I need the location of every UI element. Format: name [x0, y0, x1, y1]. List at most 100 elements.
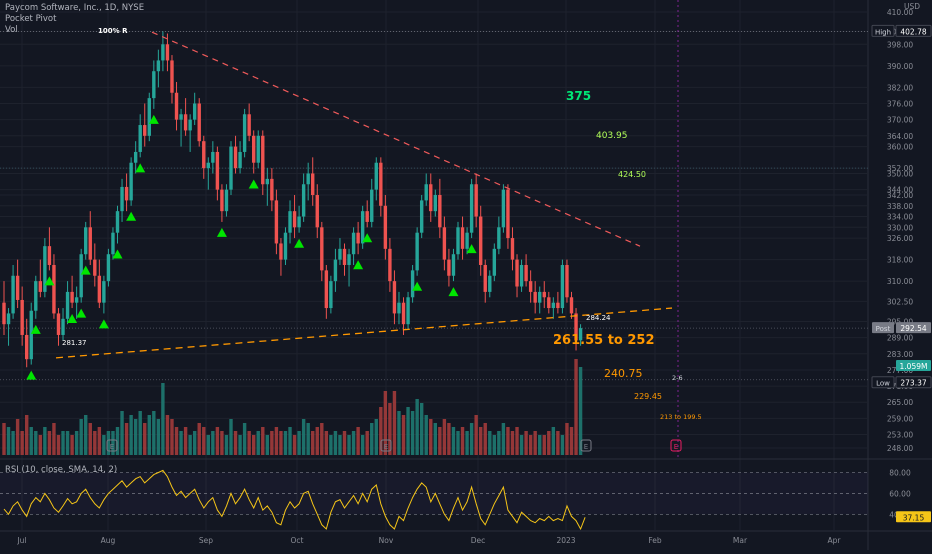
candle-body	[70, 291, 74, 303]
candle-body	[560, 264, 565, 309]
pocket-pivot-marker	[67, 314, 78, 324]
volume-bar	[447, 423, 451, 455]
candle-body	[6, 313, 11, 325]
pocket-pivot-marker	[126, 211, 137, 221]
volume-bar	[356, 427, 360, 455]
volume-bar	[460, 427, 465, 455]
volume-bar	[161, 383, 165, 455]
volume-bar	[556, 431, 560, 455]
volume-bar	[102, 435, 106, 455]
volume-bar	[333, 431, 338, 455]
volume-bar	[560, 435, 565, 455]
annotation-100pct: 100% R	[98, 27, 128, 35]
volume-bar	[179, 431, 183, 455]
candle-body	[397, 302, 401, 314]
price-axis-label: 326.00	[887, 234, 913, 243]
volume-bar	[429, 419, 433, 455]
price-axis-label: 382.00	[887, 83, 913, 92]
pocket-pivot-marker	[112, 249, 123, 259]
price-axis-label: 289.00	[887, 334, 913, 343]
price-axis-label: 398.00	[887, 40, 913, 49]
candle-body	[220, 189, 224, 212]
candle-body	[469, 184, 474, 233]
price-axis-label: 360.00	[887, 143, 913, 152]
volume-bar	[192, 431, 197, 455]
price-axis-label: 410.00	[887, 8, 913, 17]
pocket-pivot-marker	[362, 233, 373, 243]
volume-bar	[242, 423, 247, 455]
price-axis-label: 318.00	[887, 256, 913, 265]
candle-body	[456, 227, 460, 255]
candle-body	[415, 232, 419, 271]
pocket-pivot-marker	[26, 370, 37, 380]
target-annotation: 229.45	[634, 392, 662, 401]
time-axis-label: Sep	[199, 536, 213, 545]
volume-bar	[342, 431, 347, 455]
candle-body	[406, 297, 410, 325]
target-annotation: 424.50	[618, 170, 646, 179]
candle-body	[197, 103, 201, 142]
volume-bar	[401, 415, 406, 455]
volume-bar	[283, 431, 288, 455]
volume-bar	[120, 411, 124, 455]
earnings-marker-label: E	[584, 443, 588, 451]
post-badge	[896, 322, 931, 334]
candle-body	[429, 184, 433, 212]
candle-body	[492, 248, 497, 276]
volume-bar	[256, 431, 260, 455]
annotation-low-284: 284.24	[586, 314, 611, 322]
volume-bar	[519, 435, 524, 455]
candle-body	[510, 238, 515, 260]
volume-bar	[143, 423, 147, 455]
candle-body	[2, 302, 6, 325]
candle-body	[401, 302, 406, 325]
volume-bar	[115, 427, 120, 455]
candle-body	[433, 195, 437, 212]
candle-body	[97, 275, 102, 303]
volume-bar	[38, 435, 43, 455]
volume-bar	[488, 431, 492, 455]
candle-body	[56, 313, 61, 335]
volume-bar	[211, 431, 215, 455]
rsi-line	[3, 469, 586, 531]
volume-bar	[270, 431, 274, 455]
high-tag-label: High	[875, 28, 891, 36]
earnings-marker-label: E	[110, 443, 114, 451]
price-axis-label: 334.00	[887, 213, 913, 222]
symbol-title[interactable]: Paycom Software, Inc., 1D, NYSE	[5, 3, 145, 13]
time-axis-label: Oct	[291, 536, 304, 545]
volume-bar	[360, 435, 365, 455]
volume-bar	[528, 435, 533, 455]
volume-bar	[465, 431, 469, 455]
volume-bar	[538, 435, 542, 455]
pocket-pivot-marker	[148, 114, 159, 124]
candle-body	[351, 232, 356, 255]
candle-body	[174, 92, 179, 120]
candle-body	[256, 135, 260, 163]
upper-trendline	[151, 31, 641, 247]
candle-body	[129, 162, 133, 201]
candle-body	[252, 135, 256, 163]
time-axis-label: 2023	[556, 536, 575, 545]
candle-body	[229, 146, 233, 190]
pocket-pivot-marker	[466, 244, 477, 254]
high-badge-value: 402.78	[900, 27, 926, 36]
candle-body	[88, 227, 92, 260]
candle-body	[392, 281, 397, 314]
indicator-name[interactable]: Pocket Pivot	[5, 14, 57, 24]
candle-body	[265, 178, 270, 185]
volume-label[interactable]: Vol	[5, 25, 18, 35]
candle-body	[183, 114, 188, 131]
volume-bar	[20, 431, 24, 455]
candle-body	[93, 259, 97, 276]
volume-bar	[11, 431, 15, 455]
volume-bar	[279, 431, 283, 455]
volume-bar	[301, 419, 306, 455]
volume-bar	[533, 431, 537, 455]
time-axis-label: Dec	[471, 536, 486, 545]
candle-body	[279, 243, 283, 260]
volume-bar	[106, 431, 111, 455]
volume-bar	[2, 423, 6, 455]
